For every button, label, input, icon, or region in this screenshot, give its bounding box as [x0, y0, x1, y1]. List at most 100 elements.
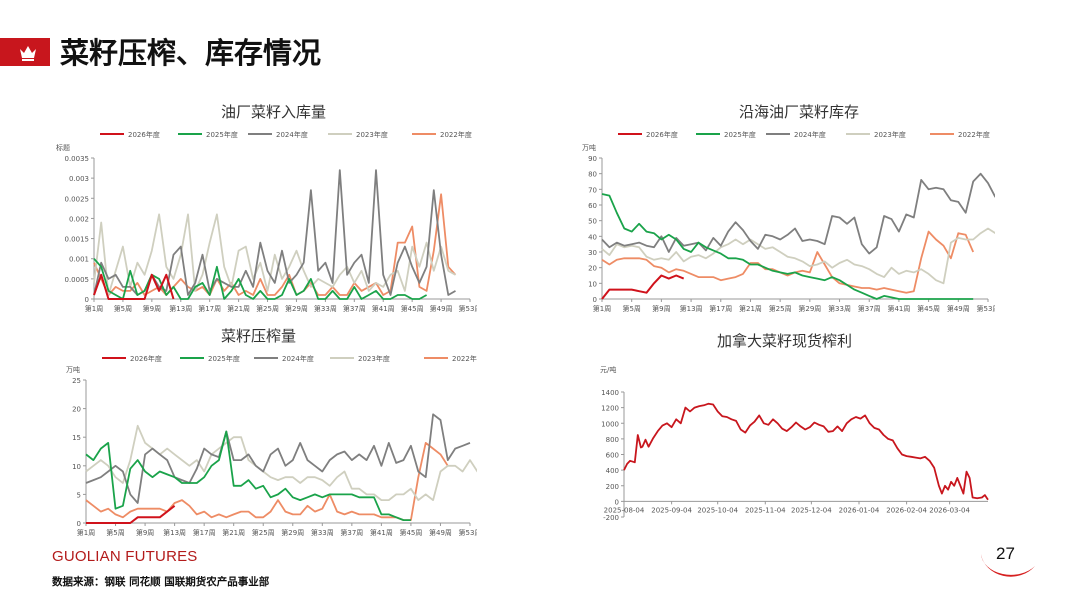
- series-line: [93, 193, 457, 296]
- series-line: [601, 227, 995, 285]
- data-source-note: 数据来源：钢联 同花顺 国联期货农产品事业部: [52, 576, 270, 588]
- x-tick-label: 第49周: [430, 304, 453, 313]
- x-tick-label: 第21周: [227, 304, 250, 313]
- y-tick-label: 20: [72, 406, 81, 414]
- y-tick-label: 15: [72, 434, 81, 442]
- x-tick-label: 第53周: [977, 304, 995, 313]
- y-tick-label: -200: [603, 514, 619, 522]
- x-tick-label: 第17周: [193, 528, 216, 537]
- y-tick-label: 30: [588, 249, 597, 257]
- x-tick-label: 第1周: [77, 528, 95, 537]
- x-tick-label: 第1周: [85, 304, 103, 313]
- x-tick-label: 第13周: [163, 528, 186, 537]
- series-line: [601, 193, 974, 300]
- x-tick-label: 第33周: [314, 304, 337, 313]
- brand-logo-block: [0, 38, 50, 66]
- legend-label: 2022年度: [440, 130, 472, 139]
- chart-title-crush-margin: 加拿大菜籽现货榨利: [717, 332, 853, 350]
- y-tick-label: 70: [588, 186, 597, 194]
- x-tick-label: 第49周: [429, 528, 452, 537]
- y-tick-label: 0.003: [69, 175, 89, 183]
- series-line: [86, 505, 176, 524]
- x-tick-label: 第5周: [106, 528, 124, 537]
- legend-label: 2022年度: [958, 130, 990, 139]
- x-tick-label: 第5周: [114, 304, 132, 313]
- x-tick-label: 2026-02-04: [886, 506, 927, 514]
- series-line: [85, 442, 449, 522]
- series-line: [601, 274, 685, 300]
- brand-wordmark: GUOLIAN FUTURES: [52, 548, 198, 565]
- legend-label: 2024年度: [794, 130, 826, 139]
- series-line: [85, 413, 471, 504]
- x-tick-label: 第9周: [143, 304, 161, 313]
- x-tick-label: 2025-09-04: [651, 506, 692, 514]
- legend-label: 2024年度: [276, 130, 308, 139]
- x-tick-label: 第37周: [858, 304, 881, 313]
- x-tick-label: 第53周: [459, 528, 477, 537]
- y-tick-label: 1200: [601, 405, 619, 413]
- x-tick-label: 第45周: [399, 528, 422, 537]
- y-tick-label: 10: [588, 280, 597, 288]
- y-tick-label: 0.0015: [65, 236, 90, 244]
- y-tick-label: 0.0005: [65, 276, 90, 284]
- chart-title-coastal-stock: 沿海油厂菜籽库存: [739, 103, 860, 121]
- page-title: 菜籽压榨、库存情况: [60, 36, 322, 70]
- y-tick-label: 5: [77, 491, 81, 499]
- chart-title-crush-volume: 菜籽压榨量: [221, 327, 297, 345]
- x-tick-label: 第37周: [340, 528, 363, 537]
- y-tick-label: 20: [588, 265, 597, 273]
- legend-label: 2026年度: [646, 130, 678, 139]
- series-line: [601, 230, 975, 294]
- y-tick-label: 1000: [601, 420, 619, 428]
- legend-label: 2023年度: [358, 354, 390, 363]
- y-tick-label: 40: [588, 233, 597, 241]
- x-tick-label: 第9周: [652, 304, 670, 313]
- y-tick-label: 200: [606, 483, 619, 491]
- y-axis-unit: 万吨: [582, 143, 596, 152]
- page-number: 27: [996, 544, 1015, 563]
- y-tick-label: 60: [588, 202, 597, 210]
- x-tick-label: 第9周: [136, 528, 154, 537]
- y-tick-label: 0.002: [69, 215, 89, 223]
- x-tick-label: 第29周: [798, 304, 821, 313]
- x-tick-label: 第25周: [252, 528, 275, 537]
- series-line: [93, 169, 456, 296]
- series-line: [93, 273, 175, 300]
- x-tick-label: 第13周: [680, 304, 703, 313]
- x-tick-label: 第25周: [256, 304, 279, 313]
- x-tick-label: 第29周: [285, 304, 308, 313]
- y-tick-label: 800: [606, 436, 619, 444]
- x-tick-label: 2025-12-04: [791, 506, 832, 514]
- x-tick-label: 第41周: [372, 304, 395, 313]
- chart-rapeseed-inbound: 0 0.0005 0.001 0.0015 0.002 0.0025 0.003 0.0035…: [56, 130, 477, 313]
- y-tick-label: 25: [72, 377, 81, 385]
- legend-label: 2023年度: [874, 130, 906, 139]
- x-tick-label: 第41周: [887, 304, 910, 313]
- y-tick-label: 0.001: [69, 256, 89, 264]
- x-tick-label: 2026-03-04: [929, 506, 970, 514]
- x-tick-label: 第1周: [593, 304, 611, 313]
- y-axis-unit: 元/吨: [600, 365, 616, 374]
- y-tick-label: 0: [615, 498, 619, 506]
- y-tick-label: 0: [593, 296, 597, 304]
- legend-label: 2025年度: [206, 130, 238, 139]
- legend-label: 2024年度: [282, 354, 314, 363]
- y-tick-label: 90: [588, 155, 597, 163]
- y-tick-label: 0.0035: [65, 155, 90, 163]
- y-tick-label: 50: [588, 218, 597, 226]
- chart-canada-crush-margin: -200 0 200 400 600 800 1000 1200 1400 元/吨 2025-08-…: [600, 365, 989, 522]
- y-axis-unit: 万吨: [66, 365, 80, 374]
- x-tick-label: 第37周: [343, 304, 366, 313]
- x-tick-label: 第45周: [917, 304, 940, 313]
- y-tick-label: 0: [77, 520, 81, 528]
- legend-label: 2025年度: [208, 354, 240, 363]
- x-tick-label: 第21周: [739, 304, 762, 313]
- y-tick-label: 0.0025: [65, 195, 90, 203]
- y-tick-label: 600: [606, 452, 619, 460]
- chart-title-inbound: 油厂菜籽入库量: [221, 103, 327, 121]
- x-tick-label: 2025-10-04: [697, 506, 738, 514]
- legend-label: 2026年度: [128, 130, 160, 139]
- x-tick-label: 第5周: [622, 304, 640, 313]
